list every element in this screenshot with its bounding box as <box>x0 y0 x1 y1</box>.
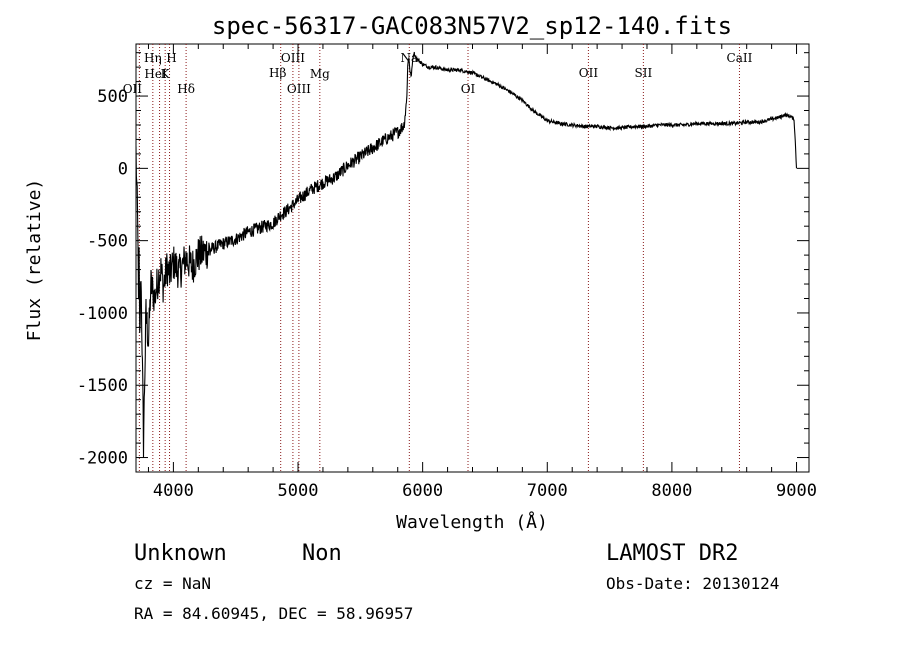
y-tick-label: -1000 <box>77 304 128 324</box>
spectral-line-label: OII <box>123 82 143 96</box>
spectral-line-label: OII <box>579 66 599 80</box>
spectral-line-label: OI <box>461 82 476 96</box>
x-axis-label: Wavelength (Å) <box>396 511 548 533</box>
spectrum-line <box>136 51 798 458</box>
y-tick-label: -2000 <box>77 449 128 469</box>
x-tick-label: 4000 <box>153 481 194 501</box>
y-axis-ticks: -2000 -1500 -1000 -500 0 500 <box>77 52 809 469</box>
spectral-line-label: CaII <box>727 51 753 65</box>
spectral-line-label: SII <box>635 66 653 80</box>
spectral-line-label: Hδ <box>177 82 195 96</box>
y-tick-label: -1500 <box>77 376 128 396</box>
y-tick-label: 0 <box>118 159 128 179</box>
x-axis-ticks: 4000 5000 6000 7000 8000 9000 <box>147 44 817 501</box>
spectral-line-label: H <box>166 51 176 65</box>
spectral-line-markers <box>138 44 740 472</box>
x-tick-label: 9000 <box>776 481 817 501</box>
x-tick-label: 5000 <box>278 481 319 501</box>
y-tick-label: 500 <box>97 87 128 107</box>
x-tick-label: 7000 <box>527 481 568 501</box>
x-tick-label: 6000 <box>402 481 443 501</box>
spectral-line-label: K <box>161 67 171 81</box>
coordinates-value: RA = 84.60945, DEC = 58.96957 <box>134 604 413 623</box>
survey-name: LAMOST DR2 <box>606 541 738 566</box>
spectral-line-label: OIII <box>281 51 305 65</box>
spectral-line-label: Mg <box>310 67 330 81</box>
chart-title: spec-56317-GAC083N57V2_sp12-140.fits <box>212 12 732 40</box>
spectral-line-label: HeI <box>144 67 167 81</box>
observation-date: Obs-Date: 20130124 <box>606 574 779 593</box>
object-class: Unknown <box>134 541 227 566</box>
x-tick-label: 8000 <box>651 481 692 501</box>
spectral-line-label: OIII <box>287 82 311 96</box>
redshift-value: cz = NaN <box>134 574 211 593</box>
object-subclass: Non <box>302 541 342 566</box>
plot-frame <box>135 43 810 473</box>
spectral-line-label: Hη <box>144 51 162 65</box>
y-axis-label: Flux (relative) <box>24 179 45 342</box>
spectral-line-label: Hβ <box>269 66 286 80</box>
y-tick-label: -500 <box>87 232 128 252</box>
